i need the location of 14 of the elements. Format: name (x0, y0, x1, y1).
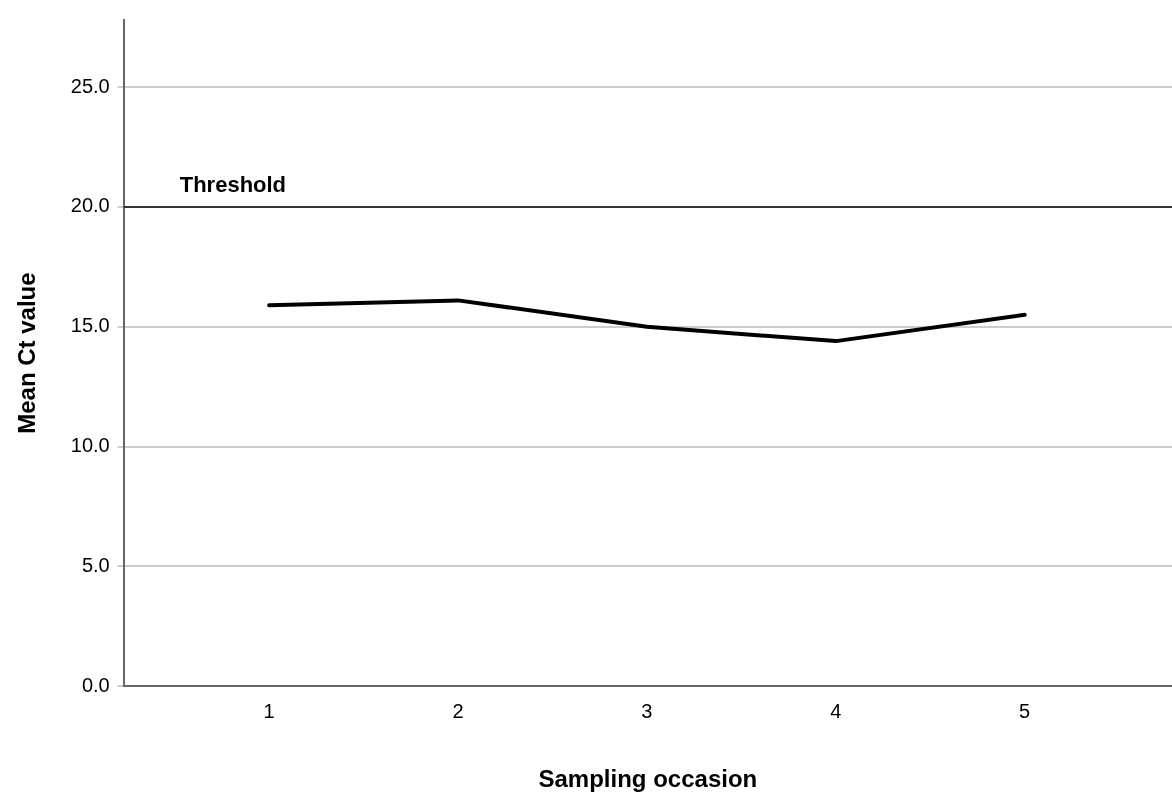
x-tick-label: 4 (830, 699, 842, 722)
y-tick-label: 10.0 (70, 434, 110, 457)
x-tick-label: 3 (641, 699, 653, 722)
y-tick-label: 20.0 (70, 194, 110, 217)
x-tick-label: 1 (263, 699, 275, 722)
y-axis-title: Mean Ct value (13, 272, 41, 434)
x-tick-label: 2 (452, 699, 464, 722)
x-tick-label: 5 (1019, 699, 1031, 722)
ref-line-label: Threshold (179, 171, 287, 197)
x-axis-title: Sampling occasion (538, 765, 758, 793)
y-tick-label: 5.0 (81, 553, 110, 576)
y-tick-label: 25.0 (70, 74, 110, 97)
y-tick-label: 15.0 (70, 314, 110, 337)
y-tick-label: 0.0 (81, 673, 110, 696)
